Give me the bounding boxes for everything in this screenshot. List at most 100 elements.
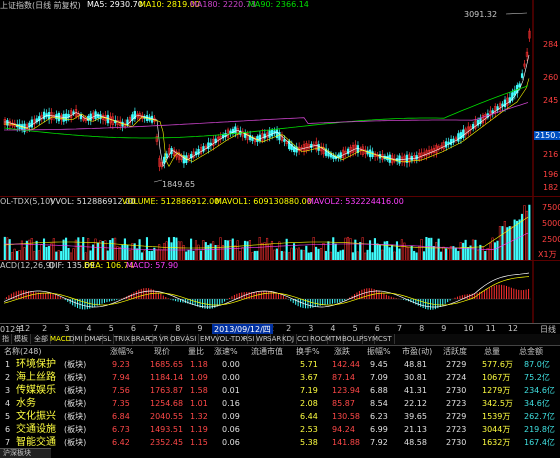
macd-chart-panel[interactable]: ACD(12,26,9) DIF: 135.69 DEA: 106.74 MAC… [0,260,560,324]
vol-axis-label-1: 7500 [542,203,560,212]
volume-bar [23,247,26,261]
tab-fsl[interactable]: FSL [97,334,115,344]
tab-cr[interactable]: CR [146,334,161,344]
col-volume-header[interactable]: 总量 [484,347,500,356]
tab-dmi[interactable]: DMI [67,334,86,344]
volume-bar [163,243,166,261]
table-row[interactable]: 5 文化振兴 (板块) 6.84 2040.55 1.32 0.09 6.44 130.58 6.… [0,410,560,423]
month-tick: 7 [153,324,159,333]
period-label[interactable]: 日线 [540,325,556,334]
volume-chart-panel[interactable]: OL-TDX(5,10) VVOL: 512886912.00 VOLUME: … [0,196,560,261]
volume-bar [118,246,122,261]
col-amp-header[interactable]: 振幅% [367,347,391,356]
candle [207,137,210,154]
candle [145,110,149,124]
tab-obv[interactable]: OBV [168,334,188,344]
tab-roc[interactable]: ROC [308,334,329,344]
footer-tab[interactable]: 沪深板块 [0,448,51,458]
macd-chart-title: ACD(12,26,9) [0,261,54,270]
table-row[interactable]: 1 环境保护 (板块) 9.23 1685.65 1.18 0.00 5.71 142.44 9.… [0,358,560,371]
cell-diff: 123.94 [332,386,360,395]
candle [131,111,134,125]
tab-vr[interactable]: VR [157,334,172,344]
table-row[interactable]: 6 交通设施 (板块) 6.73 1493.51 1.19 0.06 2.53 94.24 6.9… [0,423,560,436]
candle [474,115,477,131]
volume-chart-svg[interactable] [0,197,560,261]
tab-emv[interactable]: EMV [198,334,219,344]
tab-asi[interactable]: ASI [183,334,200,344]
col-name-header[interactable]: 名称(248) [4,347,42,356]
tab-wr[interactable]: WR [254,334,271,344]
axis-label-1: 284 [543,40,559,49]
candle [305,140,308,154]
tab-left-1[interactable]: 模板 [12,334,31,344]
volume-bar [261,242,264,261]
volume-bar [503,221,506,261]
volume-bar [280,250,283,261]
col-turnover-header[interactable]: 换手% [296,347,320,356]
tab-rsi[interactable]: RSI [241,334,258,344]
col-amount-header[interactable]: 总金额 [519,347,543,356]
tab-kdj[interactable]: KDJ [280,334,298,344]
volume-bar [332,237,335,261]
dif-legend: DIF: 135.69 [49,261,95,270]
candle [77,110,80,120]
tab-left-2[interactable]: 全部 [32,334,51,344]
col-mcap-header[interactable]: 流通市值 [251,347,283,356]
ma180-line [4,102,529,131]
col-activity-header[interactable]: 活跃度 [443,347,467,356]
col-volratio-header[interactable]: 量比 [188,347,204,356]
table-row[interactable]: 7 智能交通 (板块) 6.42 2352.45 1.15 0.06 5.38 141.88 7.… [0,436,560,449]
col-pe-header[interactable]: 市盈(动) [402,347,433,356]
volume-bar [452,246,455,261]
macd-chart-svg[interactable] [0,261,560,324]
tab-trix[interactable]: TRIX [112,334,133,344]
candle [523,59,526,69]
table-row[interactable]: 4 水务 (板块) 7.35 1254.68 1.01 0.16 2.08 85.87 8.54 2… [0,397,560,410]
tab-cci[interactable]: CCI [295,334,312,344]
main-chart-svg[interactable] [0,0,560,196]
tab-psy[interactable]: PSY [357,334,375,344]
row-index: 7 [5,438,11,447]
tab-mcst[interactable]: MCST [370,334,395,344]
tab-mtm[interactable]: MTM [323,334,345,344]
volume-bar [334,243,337,261]
table-header: 名称(248) 涨幅% 现价 量比 涨速% 流通市值 换手% 涨跌 振幅% 市盈… [0,346,560,357]
tab-boll[interactable]: BOLL [340,334,363,344]
candle [182,151,185,168]
cell-price: 1493.51 [150,425,184,434]
tab-sar[interactable]: SAR [265,334,285,344]
candle [493,103,497,118]
table-row[interactable]: 3 传媒娱乐 (板块) 7.56 1763.87 1.58 0.01 7.19 123.94 6.… [0,384,560,397]
tab-dma[interactable]: DMA [82,334,104,344]
candle [310,141,313,153]
tab-vol-tdx[interactable]: VOL-TDX [213,334,249,344]
col-price-header[interactable]: 现价 [154,347,170,356]
main-chart-panel[interactable]: 上证指数(日线 前复权) MA5: 2930.70 MA10: 2819.00 … [0,0,560,196]
volume-bar [202,240,205,261]
volume-bar [349,238,352,261]
volume-bar [391,244,394,261]
month-tick: 2 [286,324,292,333]
month-tick: 12 [20,324,31,333]
candle [40,111,43,123]
candle [177,149,181,163]
tab-brar[interactable]: BRAR [129,334,154,344]
volume-bar [131,243,134,261]
volume-bar [329,251,332,261]
candle [121,118,124,132]
row-index: 1 [5,360,11,369]
tab-left-0[interactable]: 指 [0,334,12,344]
candle [278,129,281,145]
volume-bar [417,245,421,261]
volume-bar [322,243,325,261]
col-diff-header[interactable]: 涨跌 [334,347,350,356]
volume-bar [462,242,465,261]
col-speed-header[interactable]: 涨速% [214,347,238,356]
volume-bar [16,251,19,261]
table-row[interactable]: 2 海上丝路 (板块) 7.94 1184.14 1.09 0.00 3.67 87.14 7.0… [0,371,560,384]
cell-turn: 5.71 [300,360,318,369]
col-change-header[interactable]: 涨幅% [110,347,134,356]
volume-bar [207,245,210,261]
tab-macd[interactable]: MACD [48,334,74,344]
